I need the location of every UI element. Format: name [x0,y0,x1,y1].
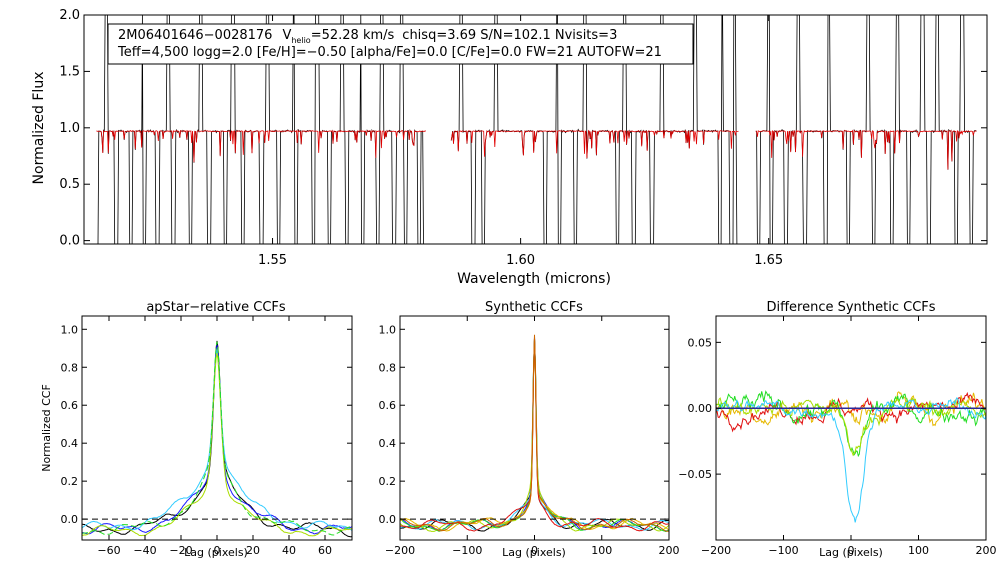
diff-line-visit-2 [715,391,987,433]
ccf-line-visit-2 [400,337,670,532]
info-box: 2M06401646−0028176 Vhelio=52.28 km/s chisq… [107,23,694,65]
y-tick-label: 0.2 [379,475,397,488]
x-tick-label: 100 [908,544,929,557]
y-tick-label: 0.8 [379,361,397,374]
difference-ccf-lines [715,390,987,523]
apstar-ccf-lines [81,340,353,538]
x-tick-label: −100 [452,544,482,557]
x-tick-label: −60 [97,544,120,557]
x-tick-label: 100 [591,544,612,557]
ccf-line-visit-4 [81,353,353,537]
vhelio-subscript: helio [291,36,310,45]
synthetic-ccf-panel: Synthetic CCFs −200 −100 0 100 200 0.0 0.2 0.4 0… [379,300,680,559]
spectrum-panel: 1.55 1.60 1.65 0.0 0.5 1.0 1.5 2.0 Wavelength (… [31,8,988,287]
synthetic-ccf-xlabel: Lag (pixels) [502,546,566,559]
ccf-line-visit-1 [399,338,670,532]
y-tick-label: 0.0 [379,513,397,526]
star-id: 2M06401646−0028176 [118,28,272,43]
difference-ccf-frame [715,315,987,541]
x-tick-label: 20 [246,544,260,557]
model-spectrum-line [96,129,427,163]
y-tick-label: 1.0 [61,323,79,336]
x-tick-label: −200 [385,544,415,557]
synthetic-ccf-axes: −200 −100 0 100 200 0.0 0.2 0.4 0.6 0.8 1.0 [379,316,680,557]
spectrum-axes: 1.55 1.60 1.65 0.0 0.5 1.0 1.5 2.0 [59,8,987,268]
ccf-line-visit-8 [399,334,670,532]
y-tick-label: 0.2 [61,475,79,488]
synthetic-ccf-lines [399,334,670,533]
difference-ccf-axes: −200 −100 0 100 200 −0.05 0.00 0.05 [678,316,997,557]
ccf-line-visit-5 [399,338,670,533]
y-tick-label: 0.00 [688,402,713,415]
model-spectrum-line [755,129,977,170]
stellar-params: Teff=4,500 logg=2.0 [Fe/H]=−0.50 [alpha/… [117,45,662,60]
fit-stats: chisq=3.69 S/N=102.1 Nvisits=3 [402,28,617,43]
apstar-ccf-frame [81,315,353,541]
ccf-line-visit-5 [81,341,353,536]
difference-ccf-panel: Difference Synthetic CCFs −200 −100 0 100 20… [678,300,996,559]
y-tick-label: 1.0 [59,121,80,136]
apstar-ccf-title: apStar−relative CCFs [146,300,286,315]
apstar-ccf-panel: apStar−relative CCFs −60 −40 −20 0 20 40 60 0.0… [40,300,353,559]
difference-ccf-title: Difference Synthetic CCFs [766,300,935,315]
info-line-1: 2M06401646−0028176 Vhelio=52.28 km/s chisq… [118,28,617,45]
y-tick-label: 0.6 [379,399,397,412]
vhelio-value: =52.28 km/s [311,28,395,43]
spectrum-frame [83,14,988,245]
diff-line-visit-5 [715,397,987,523]
ccf-line-visit-3 [81,350,353,531]
x-tick-label: −20 [169,544,192,557]
apstar-ccf-xlabel: Lag (pixels) [184,546,248,559]
info-box-frame [107,23,694,65]
x-tick-label: 40 [282,544,296,557]
y-tick-label: 0.8 [61,361,79,374]
diff-line-visit-3 [715,390,987,458]
ccf-line-visit-1 [82,340,353,538]
ccf-line-visit-3 [400,342,670,531]
ccf-line-visit-4 [399,338,670,532]
x-tick-label: −100 [768,544,798,557]
ccf-line-visit-2 [81,344,353,535]
y-tick-label: 0.0 [61,513,79,526]
y-tick-label: 0.0 [59,234,80,249]
spectrum-xlabel: Wavelength (microns) [457,271,611,287]
x-tick-label: 60 [318,544,332,557]
y-tick-label: 0.4 [379,437,397,450]
ccf-line-visit-6 [399,345,670,532]
x-tick-label: −40 [133,544,156,557]
x-tick-label: 1.60 [506,253,535,268]
difference-ccf-xlabel: Lag (pixels) [819,546,883,559]
y-tick-label: −0.05 [678,468,712,481]
y-tick-label: 0.4 [61,437,79,450]
x-tick-label: 0 [214,544,221,557]
x-tick-label: −200 [701,544,731,557]
spectrum-lines [96,14,977,245]
y-tick-label: 0.5 [59,177,80,192]
ccf-line-visit-7 [399,336,670,532]
x-tick-label: 1.65 [754,253,783,268]
vhelio-symbol: V [282,28,291,43]
spectrum-ylabel: Normalized Flux [31,72,47,185]
model-spectrum-line [450,129,739,159]
y-tick-label: 1.0 [379,323,397,336]
x-tick-label: 1.55 [258,253,287,268]
x-tick-label: 0 [531,544,538,557]
y-tick-label: 0.05 [688,336,713,349]
x-tick-label: 200 [976,544,997,557]
y-tick-label: 2.0 [59,8,80,23]
synthetic-ccf-title: Synthetic CCFs [485,300,583,315]
apstar-ccf-ylabel: Normalized CCF [40,384,53,472]
apstar-ccf-axes: −60 −40 −20 0 20 40 60 0.0 0.2 0.4 0.6 0.8 1.0 [61,316,352,557]
observed-spectrum-line [755,14,977,245]
y-tick-label: 0.6 [61,399,79,412]
y-tick-label: 1.5 [59,64,80,79]
x-tick-label: 0 [848,544,855,557]
x-tick-label: 200 [659,544,680,557]
